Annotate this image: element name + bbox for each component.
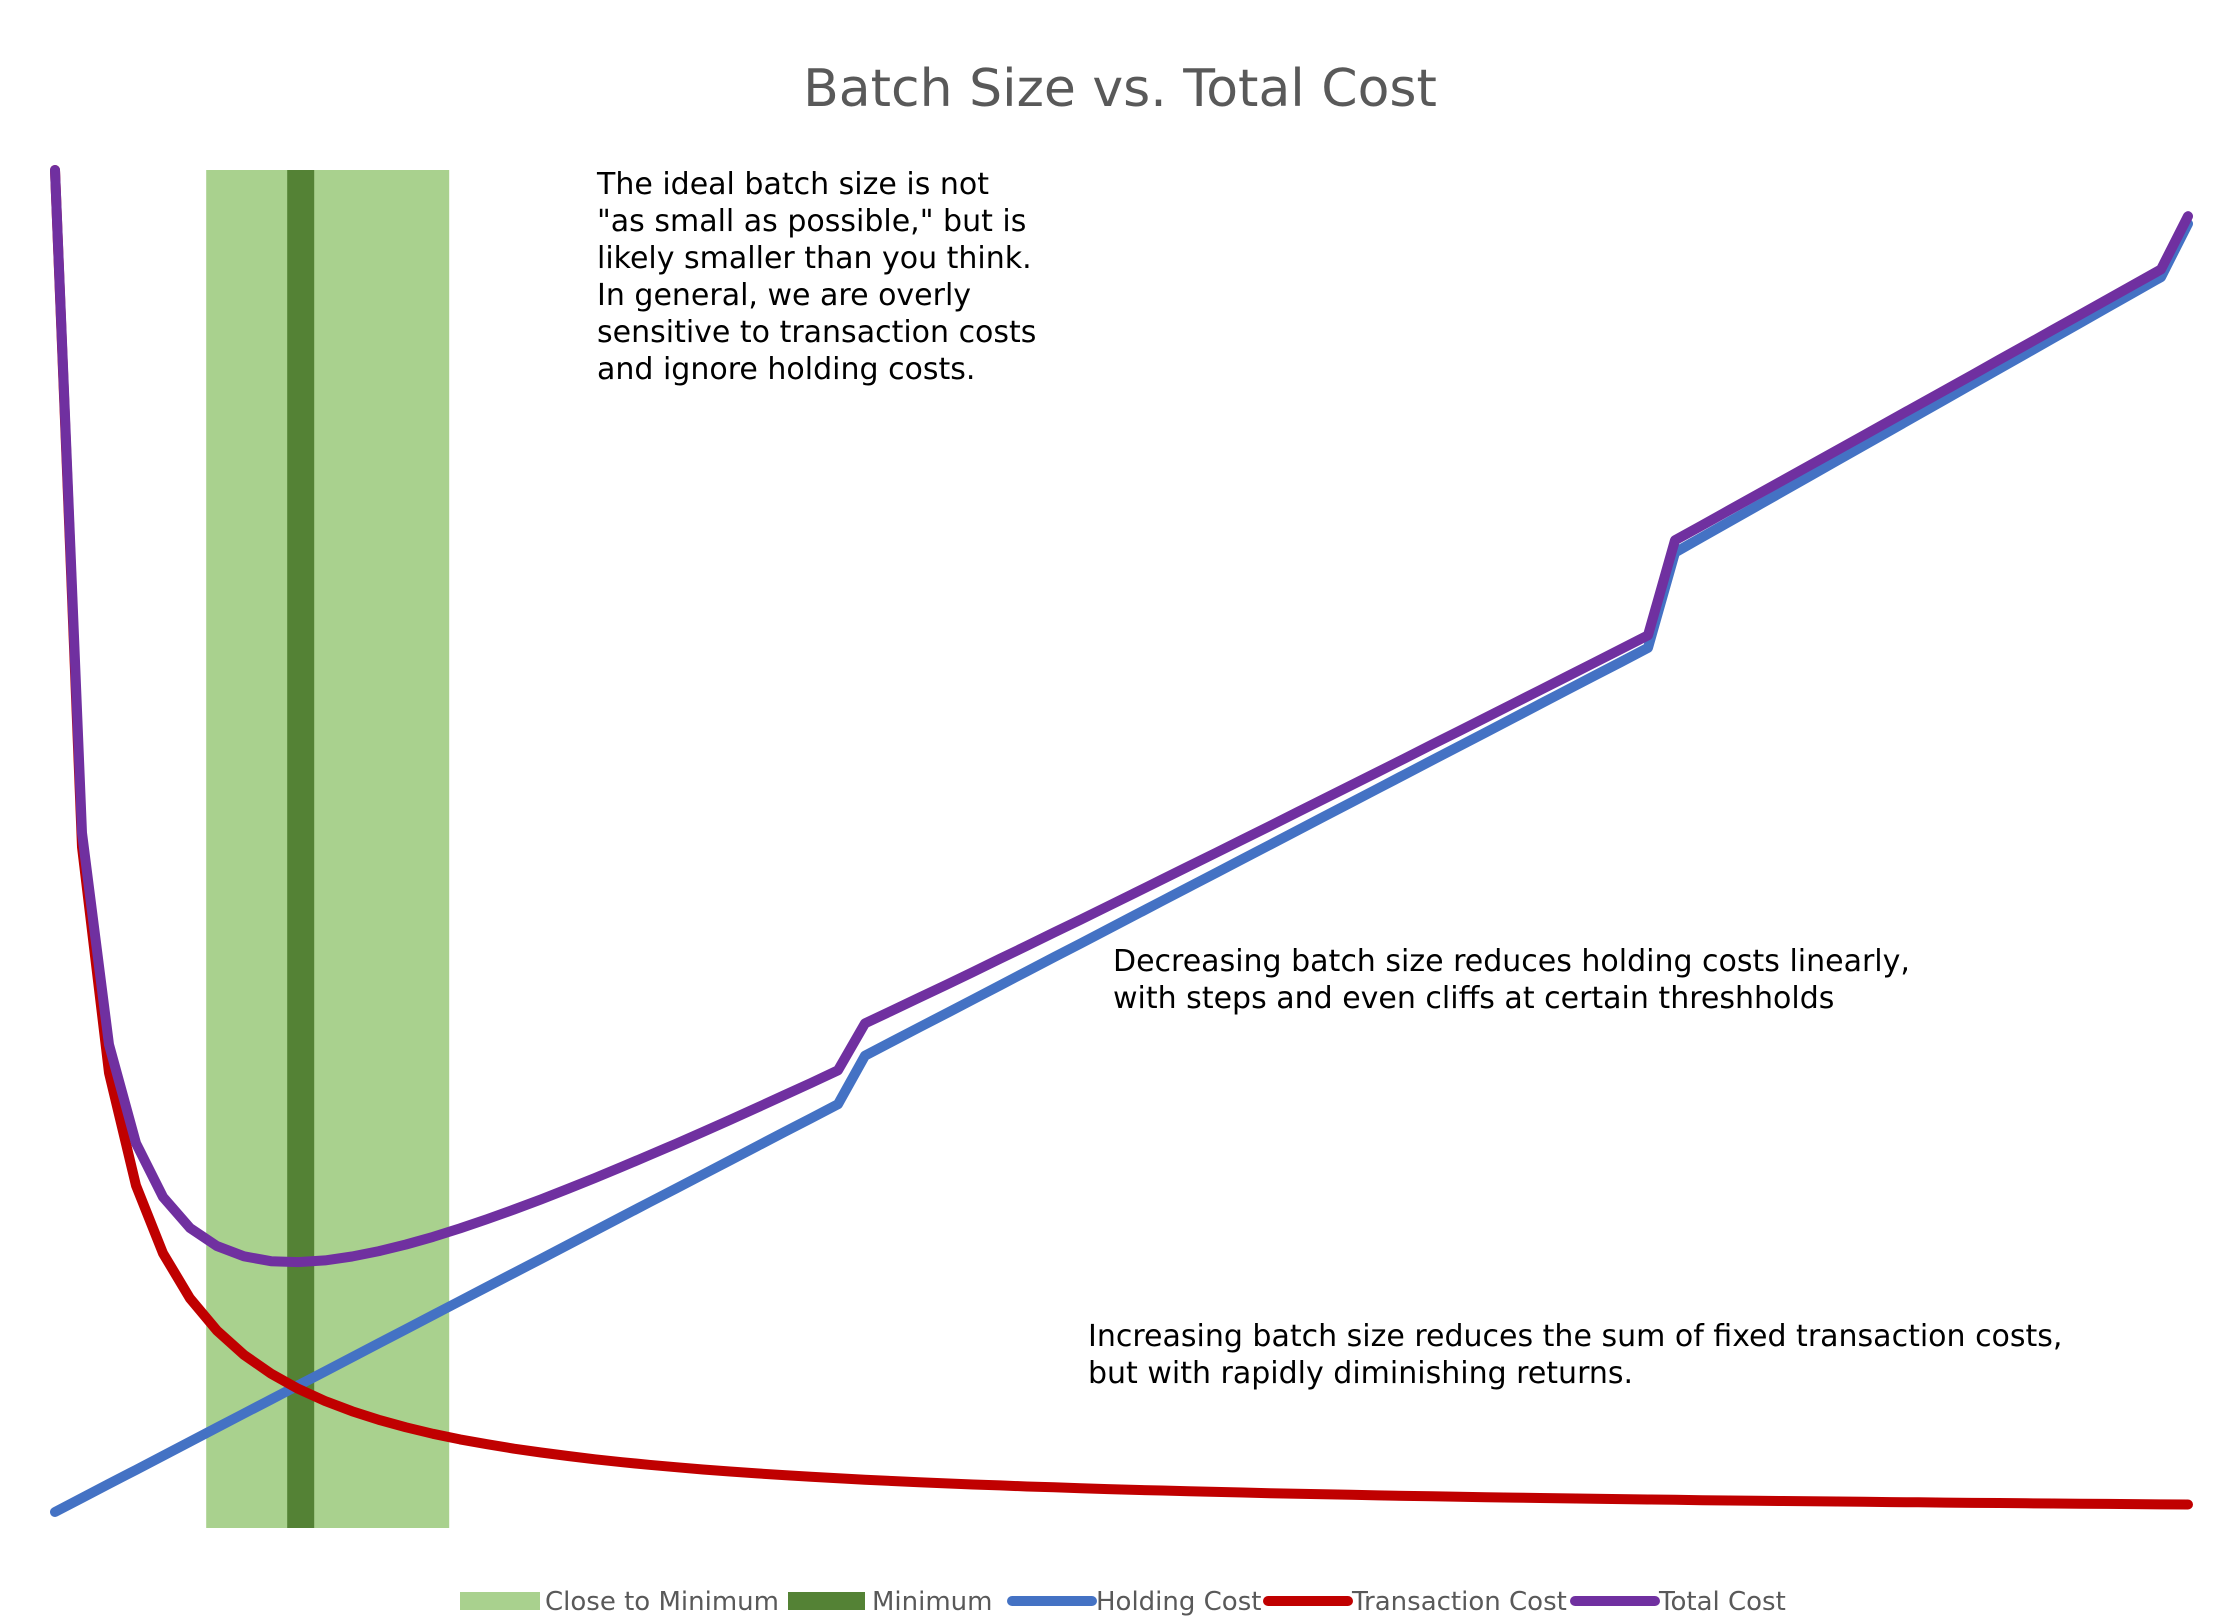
annotation-holding-cost: Decreasing batch size reduces holding co…	[1113, 943, 2013, 1017]
band-minimum	[287, 170, 315, 1528]
legend-label-minimum: Minimum	[872, 1587, 993, 1617]
annotation-line: In general, we are overly	[597, 278, 972, 313]
chart-title: Batch Size vs. Total Cost	[803, 59, 1437, 119]
annotation-line: with steps and even cliffs at certain th…	[1113, 981, 1835, 1016]
series-layer	[50, 165, 2193, 1517]
legend-label-transaction-cost: Transaction Cost	[1351, 1587, 1567, 1617]
annotation-line: Decreasing batch size reduces holding co…	[1113, 944, 1910, 979]
series-line-holding-cost	[50, 218, 2193, 1517]
legend-swatch-minimum	[788, 1592, 865, 1610]
annotation-line: and ignore holding costs.	[597, 352, 976, 387]
legend-label-holding-cost: Holding Cost	[1096, 1587, 1261, 1617]
legend-swatch-close-to-minimum	[460, 1592, 540, 1610]
annotation-ideal-batch-size: The ideal batch size is not "as small as…	[597, 166, 1117, 388]
annotation-line: "as small as possible," but is	[597, 204, 1027, 239]
legend-label-close-to-minimum: Close to Minimum	[545, 1587, 779, 1617]
annotation-line: The ideal batch size is not	[597, 167, 989, 202]
annotation-line: but with rapidly diminishing returns.	[1088, 1356, 1634, 1391]
series-line-transaction-cost	[50, 165, 2193, 1510]
annotation-transaction-cost: Increasing batch size reduces the sum of…	[1088, 1318, 2088, 1392]
bands-layer	[206, 170, 450, 1528]
annotation-line: likely smaller than you think.	[597, 241, 1032, 276]
series-line-total-cost	[50, 165, 2193, 1268]
legend-label-total-cost: Total Cost	[1658, 1587, 1786, 1617]
band-close-to-minimum	[206, 170, 450, 1528]
legend: Close to Minimum Minimum Holding Cost Trans…	[460, 1587, 1786, 1617]
annotation-line: sensitive to transaction costs	[597, 315, 1037, 350]
annotation-line: Increasing batch size reduces the sum of…	[1088, 1319, 2063, 1354]
